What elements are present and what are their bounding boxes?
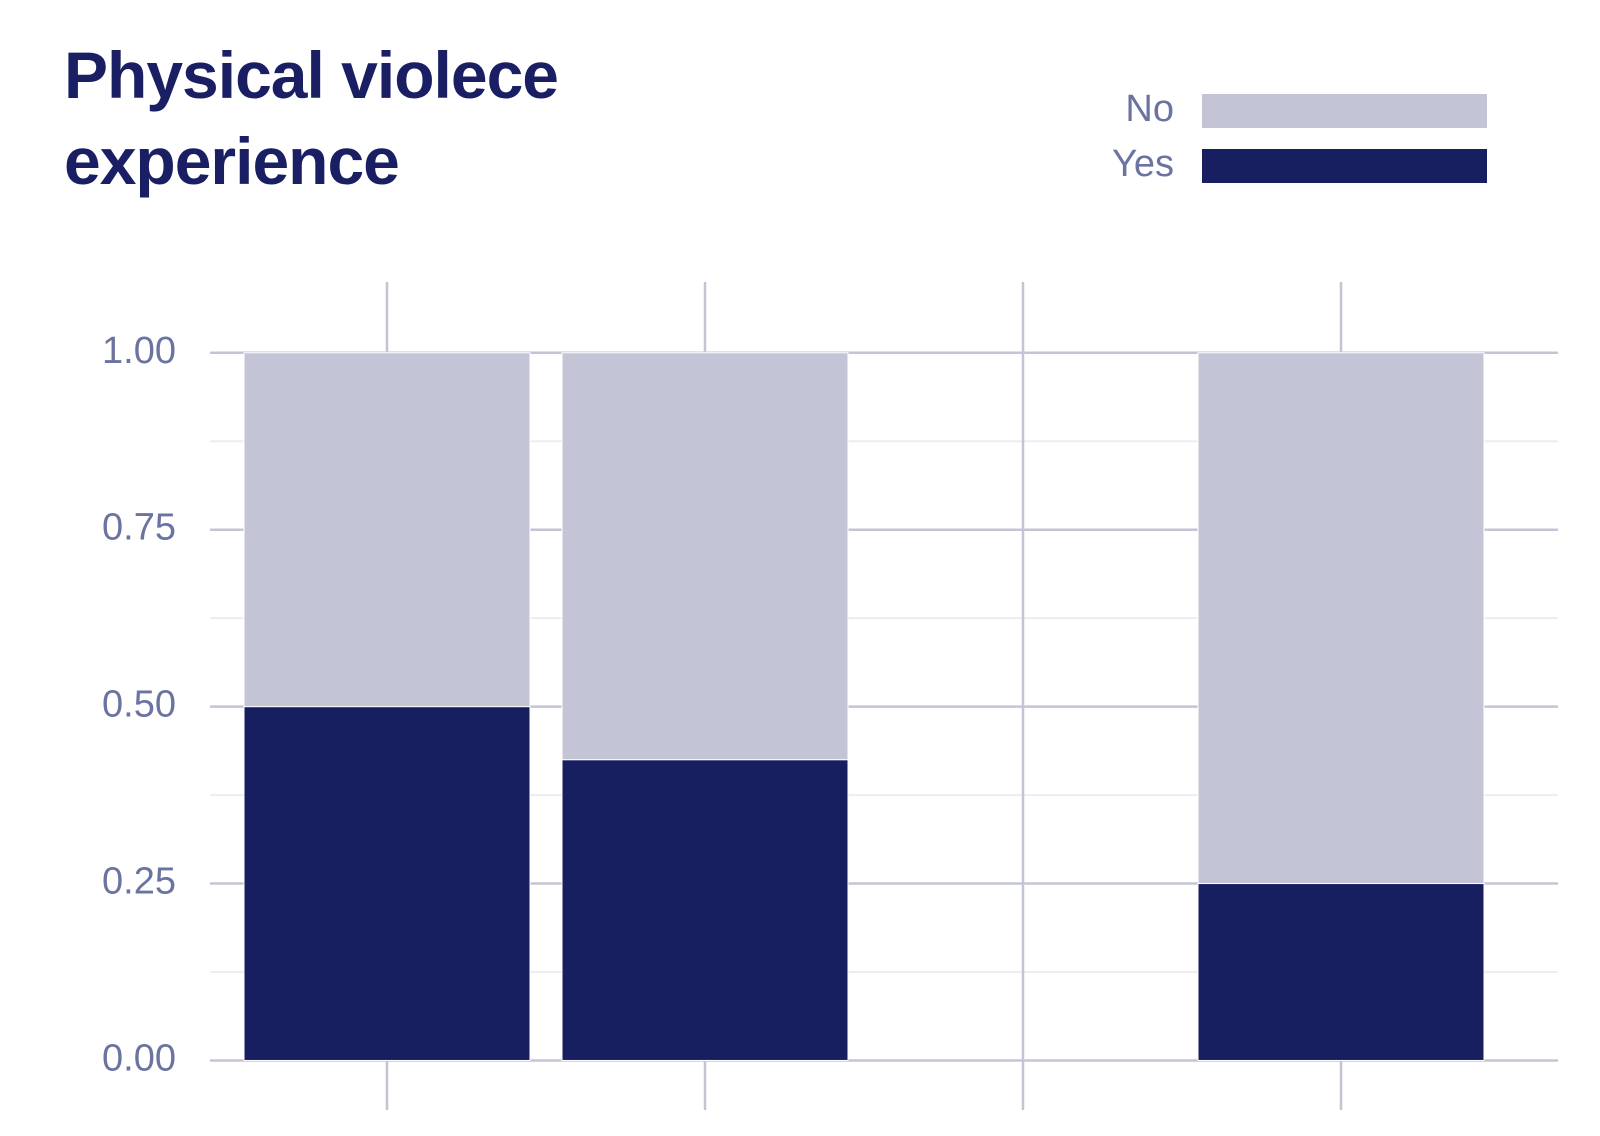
bar-segment (243, 352, 531, 708)
y-tick-label: 0.75 (102, 507, 176, 549)
bar-segment (561, 352, 849, 761)
bar-segment (1197, 883, 1485, 1061)
legend-label: Yes (1112, 143, 1174, 185)
bar-segment (243, 706, 531, 1061)
y-tick-label: 0.00 (102, 1037, 176, 1079)
bar-segment (561, 759, 849, 1061)
legend-swatch (1202, 94, 1487, 128)
y-tick-label: 1.00 (102, 330, 176, 372)
legend-label: No (1125, 88, 1174, 130)
y-tick-label: 0.25 (102, 861, 176, 903)
chart-title: Physical violece experience (64, 38, 559, 198)
y-tick-label: 0.50 (102, 684, 176, 726)
legend-swatch (1202, 149, 1487, 183)
bar-segment (1197, 352, 1485, 885)
